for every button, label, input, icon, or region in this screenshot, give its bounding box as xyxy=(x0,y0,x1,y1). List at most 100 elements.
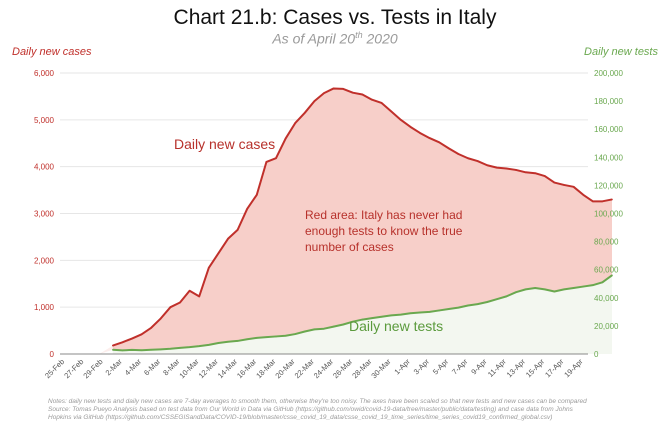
cases-point xyxy=(198,295,200,298)
cases-point xyxy=(140,333,143,336)
y-tick-label-left: 5,000 xyxy=(34,116,55,125)
tests-point xyxy=(419,311,421,314)
tests-point xyxy=(390,314,393,317)
cases-point xyxy=(284,137,287,140)
cases-point xyxy=(112,344,114,347)
cases-point xyxy=(457,153,460,155)
tests-point xyxy=(255,337,258,339)
cases-point xyxy=(524,171,527,174)
cases-point xyxy=(227,237,229,240)
x-tick-label: 22-Mar xyxy=(293,357,317,381)
tests-point xyxy=(188,346,191,348)
cases-point xyxy=(553,181,556,184)
x-tick-label: 2-Mar xyxy=(104,357,125,378)
cases-point xyxy=(438,141,441,144)
tests-point xyxy=(217,342,220,344)
tests-point xyxy=(284,334,287,337)
x-tick-label: 18-Mar xyxy=(254,357,278,381)
cases-point xyxy=(409,126,412,128)
tests-under-area xyxy=(112,275,613,354)
cases-point xyxy=(496,166,498,169)
x-tick-label: 19-Apr xyxy=(562,357,585,380)
tests-point xyxy=(582,285,584,288)
cases-point xyxy=(236,229,239,231)
x-tick-label: 15-Apr xyxy=(524,357,547,380)
x-tick-label: 28-Mar xyxy=(350,357,374,381)
x-tick-label: 27-Feb xyxy=(62,357,85,380)
x-tick-label: 12-Mar xyxy=(197,357,221,381)
tests-point xyxy=(313,328,316,331)
cases-point xyxy=(342,88,345,90)
tests-point xyxy=(352,320,354,323)
x-tick-label: 11-Apr xyxy=(486,357,508,379)
tests-point xyxy=(428,311,431,313)
cases-point xyxy=(160,317,162,320)
cases-point xyxy=(255,193,258,196)
tests-point xyxy=(515,291,517,293)
tests-point xyxy=(380,315,383,318)
cases-point xyxy=(150,326,152,329)
x-tick-label: 6-Mar xyxy=(142,357,163,378)
cases-point xyxy=(601,200,604,203)
tests-point xyxy=(438,309,441,312)
tests-point xyxy=(112,348,114,351)
tests-point xyxy=(534,287,536,289)
x-tick-label: 3-Apr xyxy=(412,357,432,377)
red-area-annotation: Red area: Italy has never had enough tes… xyxy=(305,208,463,254)
tests-point xyxy=(236,340,239,342)
cases-point xyxy=(572,186,575,188)
tests-point xyxy=(524,288,527,291)
cases-point xyxy=(563,184,565,186)
x-tick-label: 30-Mar xyxy=(369,357,393,381)
pre-data-wedge xyxy=(99,345,113,354)
y-tick-label-left: 0 xyxy=(50,350,55,359)
cases-point xyxy=(246,208,248,210)
x-tick-label: 20-Mar xyxy=(273,357,297,381)
y-tick-label-right: 100,000 xyxy=(594,210,623,219)
y-tick-label-right: 200,000 xyxy=(594,69,623,78)
cases-series-annotation: Daily new cases xyxy=(174,136,276,152)
tests-point xyxy=(572,287,575,289)
y-tick-label-right: 120,000 xyxy=(594,181,623,190)
x-tick-label: 29-Feb xyxy=(81,357,104,380)
chart-subtitle: As of April 20th 2020 xyxy=(272,30,398,47)
cases-point xyxy=(179,301,181,304)
tests-point xyxy=(208,344,210,346)
series-lines xyxy=(112,87,613,352)
tests-point xyxy=(611,274,613,277)
footnote-line: Notes: daily new tests and daily new cas… xyxy=(48,398,587,405)
x-tick-label: 13-Apr xyxy=(505,357,528,380)
footnote-line: Source: Tomas Pueyo Analysis based on te… xyxy=(48,406,573,413)
tests-point xyxy=(121,349,124,352)
cases-point xyxy=(188,289,191,292)
y-tick-label-left: 4,000 xyxy=(34,163,55,172)
x-tick-label: 5-Apr xyxy=(431,357,451,377)
tests-point xyxy=(304,330,306,333)
cases-point xyxy=(380,102,383,104)
x-tick-label: 16-Mar xyxy=(235,357,259,381)
x-tick-label: 10-Mar xyxy=(177,357,201,381)
tests-point xyxy=(246,338,248,341)
tests-point xyxy=(169,348,172,350)
x-tick-label: 24-Mar xyxy=(312,357,336,381)
cases-point xyxy=(467,157,469,160)
tests-point xyxy=(227,340,229,343)
right-axis-label: Daily new tests xyxy=(584,46,658,58)
tests-point xyxy=(140,349,143,352)
cases-point xyxy=(390,110,393,113)
tests-point xyxy=(342,323,345,326)
tests-point xyxy=(323,327,325,330)
cases-point xyxy=(428,137,431,139)
chart-title: Chart 21.b: Cases vs. Tests in Italy xyxy=(173,6,497,29)
tests-point xyxy=(601,281,604,284)
x-tick-label: 4-Mar xyxy=(123,357,144,378)
cases-point xyxy=(313,100,316,102)
tests-point xyxy=(448,308,450,310)
y-tick-label-right: 140,000 xyxy=(594,153,623,162)
cases-point xyxy=(304,112,306,114)
tests-point xyxy=(486,301,489,303)
y-tick-label-right: 160,000 xyxy=(594,125,623,134)
cases-point xyxy=(169,306,172,308)
